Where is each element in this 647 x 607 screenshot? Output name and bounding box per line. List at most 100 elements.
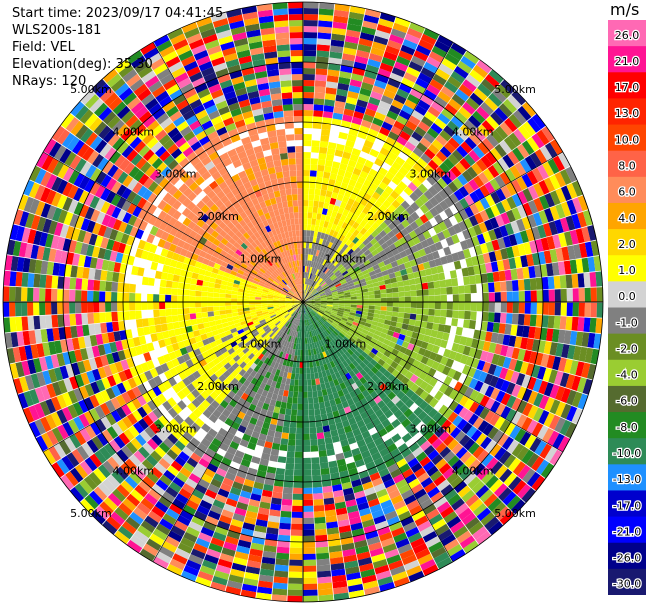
gate-83-25 (247, 442, 257, 451)
gate-14-9 (341, 259, 348, 266)
gate-36-31 (234, 119, 246, 129)
gate-27-35 (325, 87, 337, 95)
gate-42-28 (193, 161, 205, 172)
gate-65-40 (65, 364, 75, 378)
gate-60-40 (57, 302, 64, 315)
gate-76-30 (178, 435, 190, 447)
gate-102-32 (415, 451, 428, 463)
gate-0-17 (404, 296, 411, 302)
gate-21-15 (339, 214, 347, 222)
gate-17-44 (458, 83, 473, 97)
gate-59-32 (105, 291, 112, 302)
gate-7-30 (467, 226, 477, 238)
gate-35-2 (297, 284, 300, 291)
gate-59-38 (69, 289, 76, 302)
gate-73-14 (233, 354, 241, 363)
gate-55-5 (267, 292, 275, 296)
gate-10-30 (454, 201, 465, 212)
gate-29-37 (303, 74, 315, 81)
gate-7-15 (385, 263, 393, 270)
gate-36-10 (279, 239, 285, 246)
gate-35-39 (229, 70, 243, 80)
gate-57-20 (177, 282, 185, 290)
gate-3-38 (526, 253, 535, 267)
gate-81-12 (267, 366, 274, 374)
gate-66-16 (205, 331, 214, 339)
gate-70-40 (89, 422, 102, 436)
gate-56-14 (214, 283, 221, 289)
gate-27-13 (311, 218, 317, 225)
gate-53-6 (263, 286, 270, 291)
gate-29-47 (303, 14, 319, 21)
gate-82-39 (205, 515, 219, 526)
gate-65-46 (30, 373, 41, 389)
gate-50-43 (68, 170, 80, 185)
gate-29-13 (303, 218, 308, 225)
gate-58-5 (267, 298, 274, 301)
gate-23-3 (308, 279, 312, 286)
gate-17-8 (331, 258, 337, 265)
gate-11-39 (492, 161, 505, 175)
gate-84-19 (265, 410, 274, 418)
gate-96-23 (345, 430, 355, 439)
gate-44-15 (235, 230, 243, 239)
gate-99-31 (387, 463, 399, 474)
gate-8-23 (426, 236, 435, 246)
gate-70-5 (271, 317, 278, 322)
gate-10-11 (358, 262, 366, 269)
gate-71-6 (267, 321, 274, 327)
gate-101-18 (361, 389, 370, 398)
gate-51-42 (67, 184, 79, 199)
gate-82-42 (198, 532, 213, 543)
gate-20-12 (335, 232, 342, 240)
gate-24-17 (329, 197, 337, 205)
gate-76-27 (190, 422, 201, 433)
gate-84-1 (299, 307, 302, 314)
gate-11-43 (512, 147, 525, 162)
gate-92-28 (320, 468, 330, 476)
gate-51-3 (281, 291, 287, 295)
gate-78-42 (151, 505, 166, 519)
gate-99-13 (338, 369, 345, 377)
gate-18-40 (434, 96, 448, 108)
gate-18-21 (371, 191, 381, 201)
gate-64-32 (109, 341, 118, 353)
gate-28-12 (306, 224, 312, 231)
gate-67-36 (95, 379, 106, 392)
gate-26-31 (332, 112, 343, 121)
gate-48-25 (172, 210, 182, 220)
gate-35-41 (225, 58, 240, 68)
gate-25-41 (354, 55, 369, 65)
gate-12-16 (377, 238, 386, 246)
gate-89-15 (297, 391, 303, 398)
gate-37-46 (188, 38, 205, 50)
gate-4-42 (546, 235, 556, 250)
gate-9-41 (516, 176, 528, 191)
gate-31-14 (293, 212, 299, 219)
gate-61-18 (189, 307, 196, 314)
gate-102-35 (426, 465, 439, 477)
gate-71-36 (116, 419, 128, 433)
gate-15-0 (303, 297, 308, 302)
gate-7-23 (429, 243, 438, 253)
gate-83-4 (292, 324, 296, 331)
gate-92-22 (316, 432, 325, 440)
gate-70-39 (95, 419, 107, 433)
gate-49-16 (214, 246, 223, 254)
gate-13-23 (405, 205, 415, 216)
gate-12-30 (443, 185, 454, 197)
gate-91-35 (313, 510, 326, 518)
gate-64-47 (21, 360, 31, 376)
gate-86-15 (283, 390, 289, 397)
gate-11-5 (327, 280, 334, 286)
gate-34-26 (261, 143, 271, 152)
gate-34-21 (269, 172, 277, 181)
gate-97-13 (330, 373, 337, 381)
gate-98-15 (339, 382, 347, 390)
gate-32-23 (280, 158, 289, 166)
gate-98-42 (405, 526, 420, 538)
gate-10-3 (318, 288, 324, 293)
gate-47-12 (240, 252, 248, 260)
gate-67-16 (207, 336, 216, 344)
gate-73-15 (228, 358, 236, 367)
